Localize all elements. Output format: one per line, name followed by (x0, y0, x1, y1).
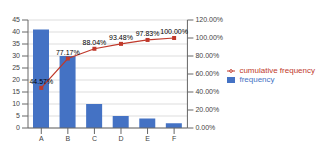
svg-text:E: E (145, 135, 150, 142)
svg-text:40.00%: 40.00% (195, 88, 219, 95)
svg-text:60.00%: 60.00% (195, 70, 219, 77)
svg-text:D: D (118, 135, 123, 142)
svg-text:10: 10 (12, 100, 20, 107)
svg-text:5: 5 (16, 112, 20, 119)
svg-text:97.83%: 97.83% (136, 30, 160, 37)
html-text:frequency: frequency (239, 75, 275, 84)
svg-text:0: 0 (16, 124, 20, 131)
svg-text:35: 35 (12, 40, 20, 47)
svg-text:77.17%: 77.17% (56, 49, 80, 56)
svg-text:B: B (66, 135, 71, 142)
svg-text:C: C (92, 135, 97, 142)
svg-text:100.00%: 100.00% (160, 28, 188, 35)
svg-text:20: 20 (12, 76, 20, 83)
svg-text:0.00%: 0.00% (195, 124, 215, 131)
svg-text:25: 25 (12, 64, 20, 71)
svg-text:44.57%: 44.57% (29, 78, 53, 85)
svg-text:120.00%: 120.00% (195, 16, 223, 23)
html-text:cumulative frequency: cumulative frequency (239, 66, 315, 75)
svg-text:F: F (172, 135, 176, 142)
svg-text:93.48%: 93.48% (109, 34, 133, 41)
svg-text:100.00%: 100.00% (195, 34, 223, 41)
svg-text:A: A (39, 135, 44, 142)
svg-text:80.00%: 80.00% (195, 52, 219, 59)
svg-text:88.04%: 88.04% (83, 39, 107, 46)
svg-text:15: 15 (12, 88, 20, 95)
svg-text:45: 45 (12, 16, 20, 23)
svg-text:30: 30 (12, 52, 20, 59)
svg-text:40: 40 (12, 28, 20, 35)
svg-text:20.00%: 20.00% (195, 106, 219, 113)
